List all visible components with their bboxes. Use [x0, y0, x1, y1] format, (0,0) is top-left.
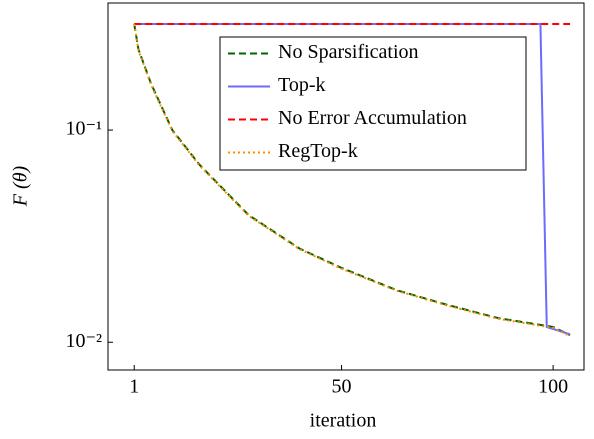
legend-box	[219, 36, 527, 171]
legend-label: Top-k	[278, 74, 325, 96]
x-tick-label: 1	[129, 376, 139, 398]
legend-label: No Error Accumulation	[278, 107, 467, 129]
y-tick-label: 10⁻¹	[65, 118, 102, 140]
legend-label: RegTop-k	[278, 140, 358, 162]
series-line	[133, 23, 571, 337]
y-axis-label: F (θ)	[10, 165, 32, 207]
y-tick-label: 10⁻²	[65, 330, 102, 352]
plot-frame	[107, 2, 585, 371]
legend-label: No Sparsification	[278, 41, 419, 63]
x-tick-label: 100	[538, 376, 568, 398]
x-axis-label: iteration	[310, 410, 377, 432]
x-tick-label: 50	[332, 376, 352, 398]
